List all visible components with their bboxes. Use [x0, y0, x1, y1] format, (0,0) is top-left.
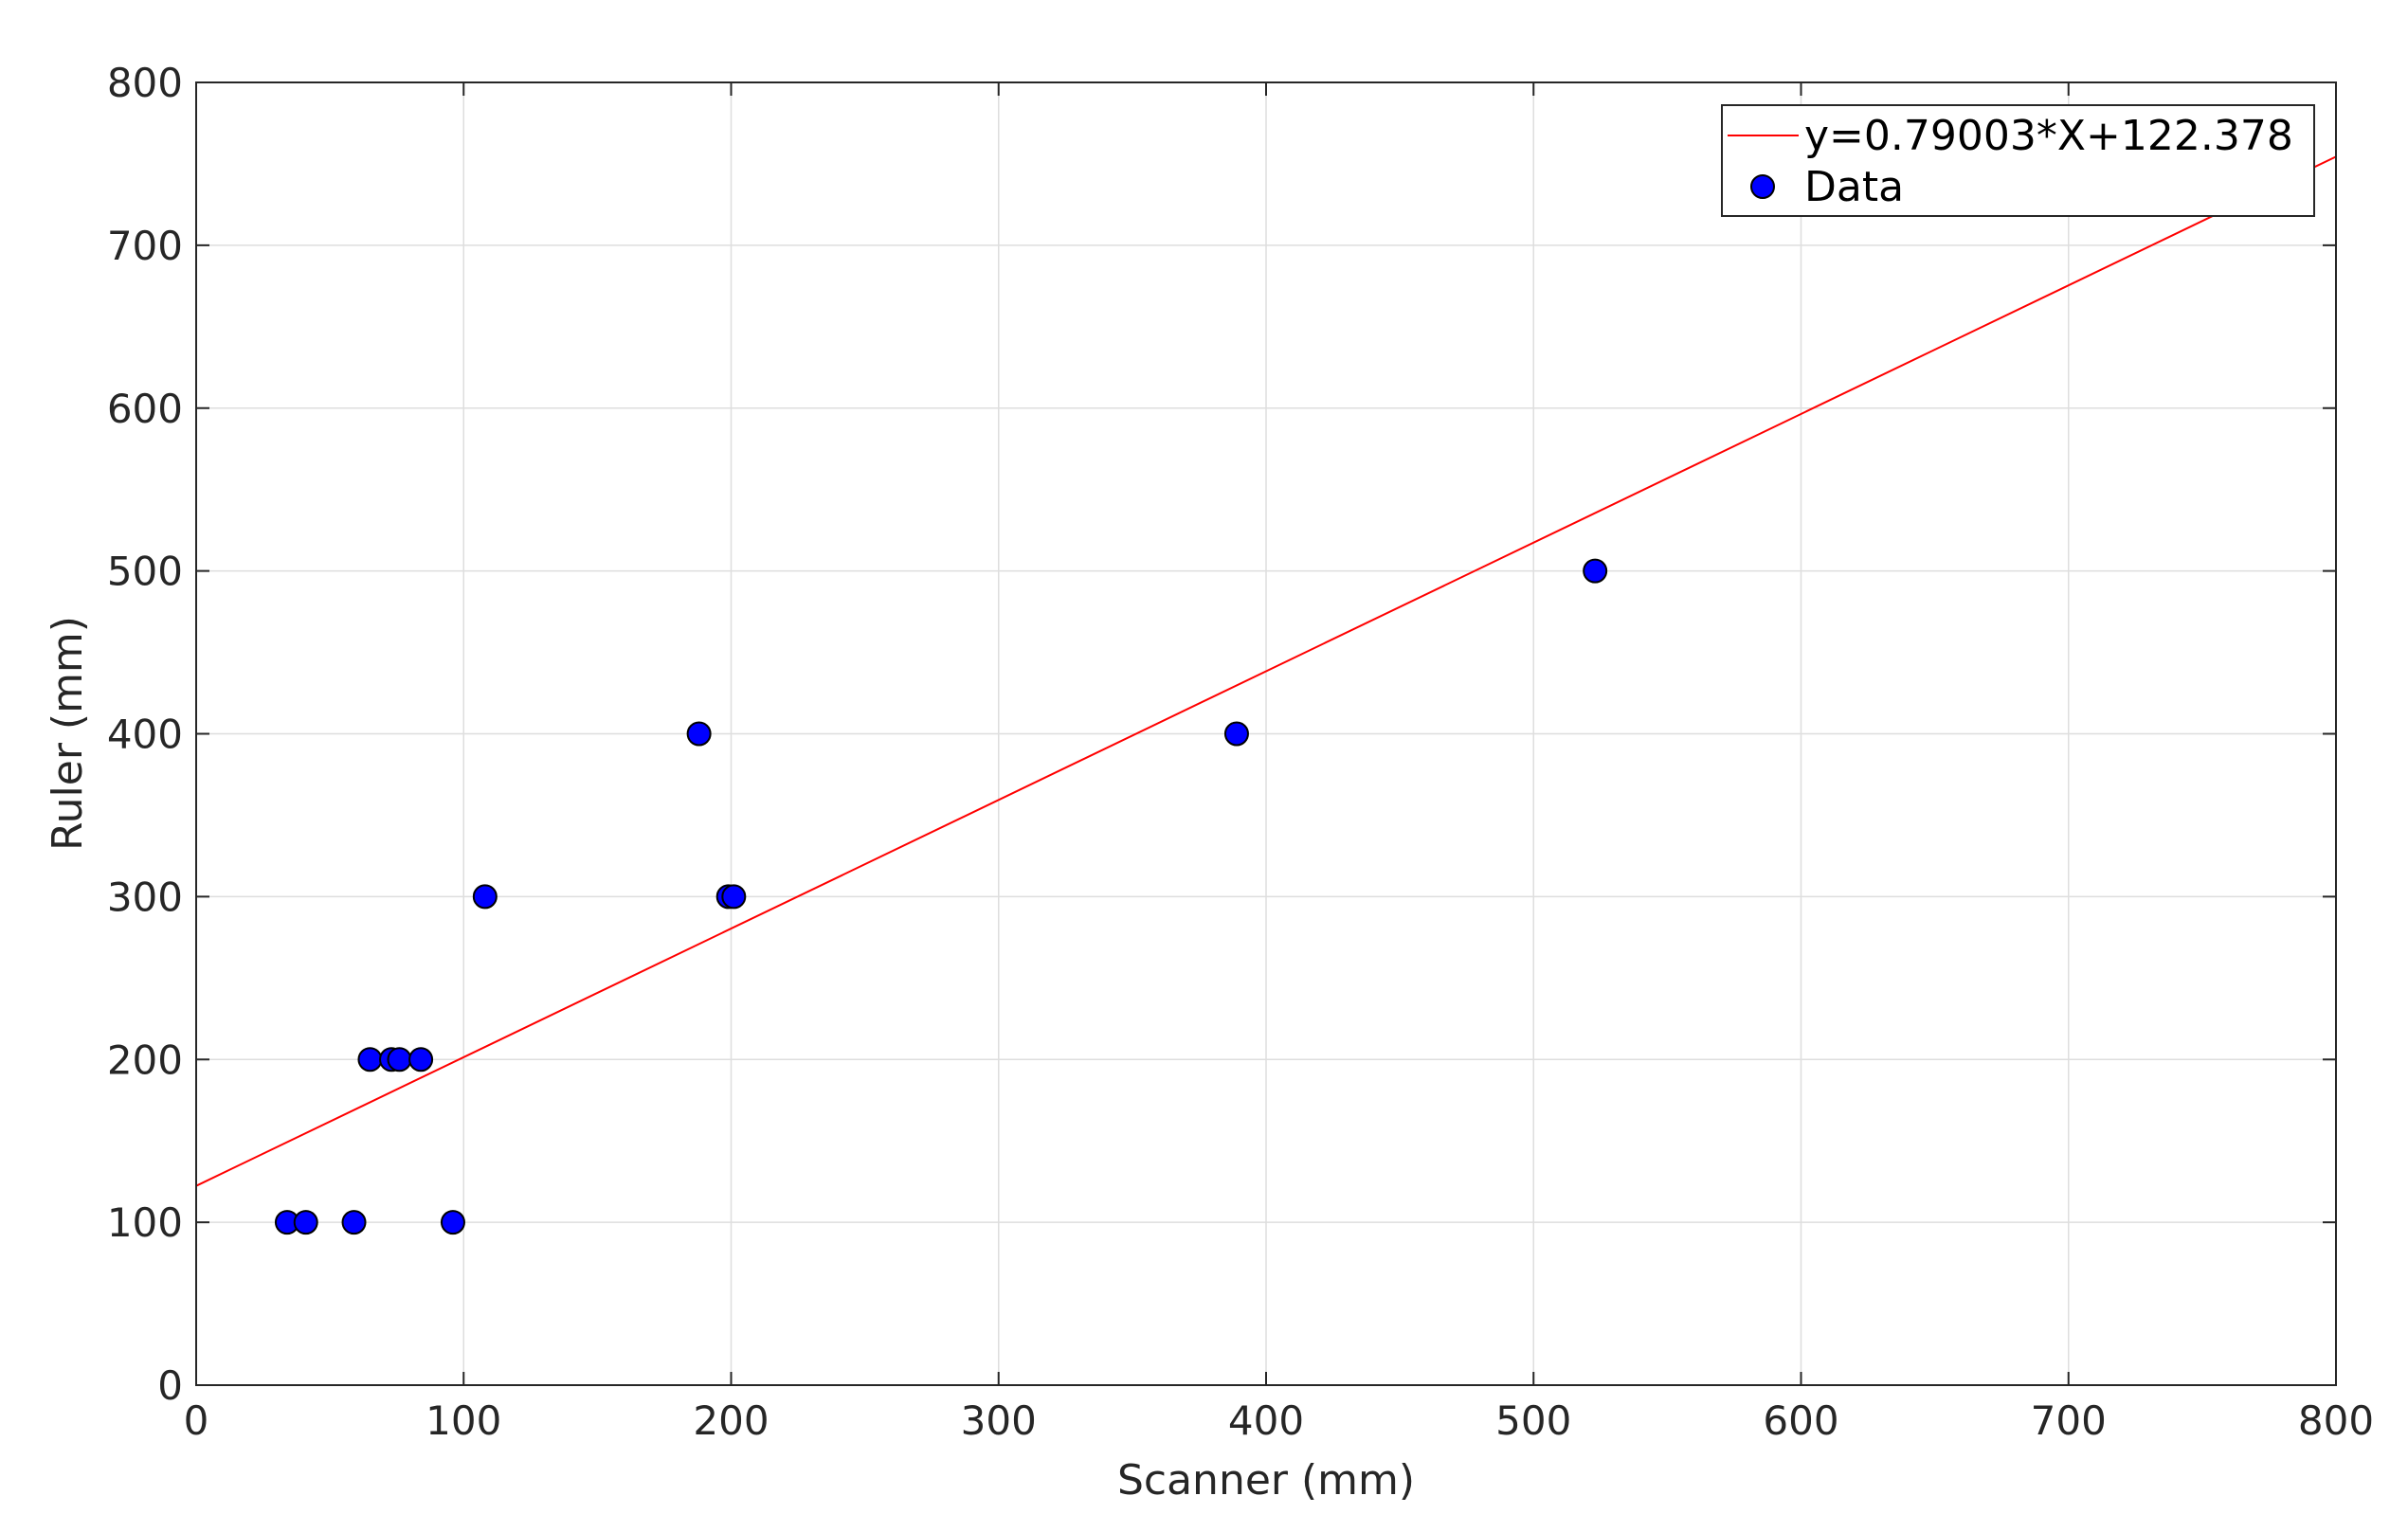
legend-data-label: Data [1804, 163, 1904, 211]
x-tick-label: 200 [693, 1397, 769, 1444]
data-point [440, 1210, 465, 1235]
data-point [341, 1210, 367, 1235]
data-point [387, 1047, 412, 1072]
legend-fit-line-label: y=0.79003*X+122.378 [1804, 112, 2293, 160]
x-tick-label: 100 [425, 1397, 501, 1444]
y-tick-label: 800 [107, 60, 183, 106]
data-point [357, 1047, 383, 1072]
data-point [408, 1047, 434, 1072]
data-points [274, 558, 1608, 1235]
x-tick-label: 0 [184, 1397, 209, 1444]
fit-line-layer [195, 155, 2337, 1187]
legend-box [1721, 104, 2315, 217]
y-tick-label: 0 [157, 1362, 183, 1409]
x-tick-label: 300 [961, 1397, 1037, 1444]
tick-labels: 0 100 200 300 400 500 600 700 800 0 100 200 300 400 50… [107, 60, 2374, 1444]
y-tick-label: 500 [107, 549, 183, 595]
y-tick-label: 600 [107, 386, 183, 432]
data-point [1223, 721, 1249, 747]
x-tick-label: 500 [1495, 1397, 1571, 1444]
y-tick-label: 400 [107, 712, 183, 758]
data-point [686, 721, 712, 747]
x-tick-label: 600 [1763, 1397, 1838, 1444]
legend-data-marker [1750, 174, 1775, 199]
y-tick-label: 300 [107, 874, 183, 920]
data-point [472, 884, 498, 910]
legend: y=0.79003*X+122.378 Data [1721, 104, 2315, 217]
x-axis-label: Scanner (mm) [1117, 1456, 1415, 1505]
y-tick-label: 700 [107, 223, 183, 269]
data-point [293, 1210, 318, 1235]
axis-ticks [195, 81, 2337, 1386]
x-tick-label: 700 [2031, 1397, 2107, 1444]
fit-line [195, 155, 2337, 1187]
y-axis-label: Ruler (mm) [44, 616, 92, 851]
y-tick-label: 200 [107, 1036, 183, 1083]
x-tick-label: 800 [2298, 1397, 2374, 1444]
x-tick-label: 400 [1228, 1397, 1304, 1444]
data-point [721, 884, 747, 910]
y-tick-label: 100 [107, 1199, 183, 1246]
grid-lines [196, 82, 2336, 1385]
data-point [1583, 558, 1608, 584]
